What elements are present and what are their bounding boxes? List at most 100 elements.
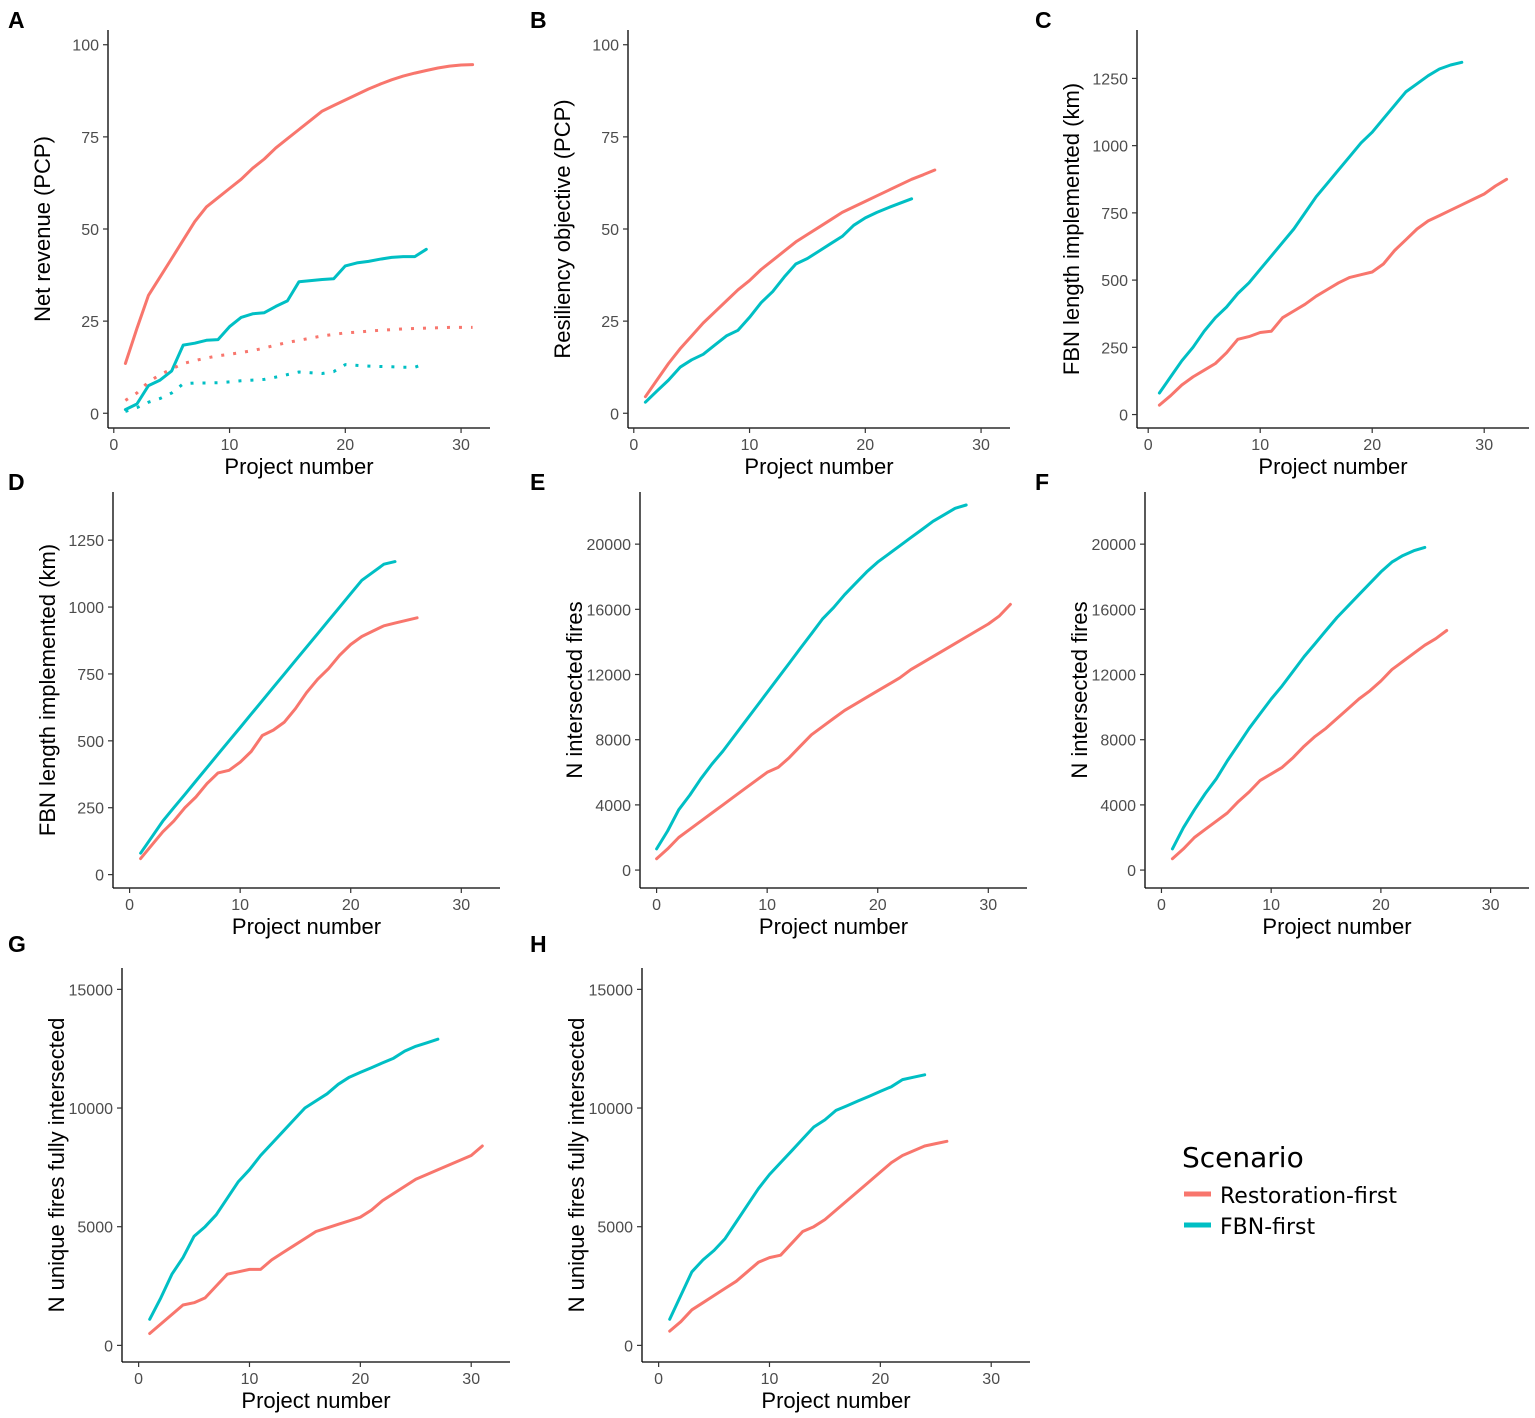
panel-a: 0 25 50 75 100 0 10 20 30 Project number Net reven… bbox=[8, 7, 490, 479]
y-tick-label: 0 bbox=[624, 1338, 633, 1355]
y-tick-label: 1250 bbox=[1092, 71, 1128, 88]
y-axis-label: FBN length implemented (km) bbox=[1059, 83, 1084, 375]
y-tick-label: 0 bbox=[610, 406, 619, 423]
y-tick-label: 250 bbox=[1101, 340, 1128, 357]
y-tick-label: 5000 bbox=[77, 1220, 113, 1237]
y-axis-label: N unique fires fully intersected bbox=[564, 1018, 589, 1313]
legend-label-restoration: Restoration-first bbox=[1220, 1184, 1397, 1209]
y-tick-label: 500 bbox=[77, 734, 104, 751]
panel-label: B bbox=[530, 7, 547, 33]
y-tick-label: 75 bbox=[81, 130, 99, 147]
panel-label: C bbox=[1035, 7, 1052, 33]
series-restoration-line bbox=[1170, 629, 1449, 861]
x-tick-label: 0 bbox=[134, 1371, 143, 1388]
panel-label: F bbox=[1035, 469, 1049, 495]
panel-e: 0 4000 8000 12000 16000 20000 0 10 20 30 Project n… bbox=[530, 469, 1027, 939]
x-axis-label: Project number bbox=[224, 454, 373, 479]
x-tick-label: 20 bbox=[336, 437, 354, 454]
x-axis-label: Project number bbox=[744, 454, 893, 479]
y-axis-label: N intersected fires bbox=[1067, 601, 1092, 778]
y-tick-label: 15000 bbox=[589, 982, 634, 999]
y-tick-label: 12000 bbox=[1092, 668, 1137, 685]
y-tick-label: 100 bbox=[592, 38, 619, 55]
y-tick-label: 12000 bbox=[587, 668, 632, 685]
y-axis-label: N intersected fires bbox=[562, 601, 587, 778]
series-fbn-dotted-line bbox=[124, 362, 427, 413]
x-tick-label: 0 bbox=[109, 437, 118, 454]
y-tick-label: 20000 bbox=[587, 537, 632, 554]
y-tick-label: 50 bbox=[601, 222, 619, 239]
y-tick-label: 1000 bbox=[68, 600, 104, 617]
y-tick-label: 20000 bbox=[1092, 537, 1137, 554]
y-tick-label: 0 bbox=[622, 863, 631, 880]
panel-label: A bbox=[8, 7, 25, 33]
panel-label: D bbox=[8, 469, 25, 495]
x-axis-label: Project number bbox=[759, 914, 908, 939]
y-tick-label: 10000 bbox=[69, 1101, 114, 1118]
x-tick-label: 30 bbox=[982, 1371, 1000, 1388]
y-tick-label: 8000 bbox=[595, 733, 631, 750]
series-fbn-line bbox=[1170, 545, 1427, 851]
y-tick-label: 5000 bbox=[597, 1220, 633, 1237]
series-fbn-line bbox=[655, 503, 968, 851]
x-tick-label: 20 bbox=[1363, 437, 1381, 454]
series-restoration-line bbox=[139, 616, 419, 861]
series-fbn-line bbox=[139, 560, 397, 855]
x-tick-label: 20 bbox=[871, 1371, 889, 1388]
y-axis-label: FBN length implemented (km) bbox=[35, 544, 60, 836]
x-tick-label: 0 bbox=[652, 897, 661, 914]
y-tick-label: 750 bbox=[1101, 206, 1128, 223]
x-axis-label: Project number bbox=[1258, 454, 1407, 479]
series-restoration-line bbox=[148, 1144, 484, 1335]
series-restoration-line bbox=[643, 168, 937, 399]
series-restoration-line bbox=[123, 63, 475, 365]
y-tick-label: 16000 bbox=[1092, 602, 1137, 619]
x-tick-label: 10 bbox=[758, 897, 776, 914]
x-tick-label: 30 bbox=[452, 897, 470, 914]
panel-b: 0 25 50 75 100 0 10 20 30 Project number Resilienc… bbox=[530, 7, 1010, 479]
x-tick-label: 30 bbox=[462, 1371, 480, 1388]
x-tick-label: 30 bbox=[452, 437, 470, 454]
y-tick-label: 4000 bbox=[1100, 798, 1136, 815]
y-tick-label: 0 bbox=[95, 868, 104, 885]
series-fbn-line bbox=[1157, 60, 1464, 395]
y-axis-label: Net revenue (PCP) bbox=[30, 136, 55, 322]
y-tick-label: 16000 bbox=[587, 602, 632, 619]
y-tick-label: 0 bbox=[90, 406, 99, 423]
x-axis-label: Project number bbox=[1262, 914, 1411, 939]
x-tick-label: 20 bbox=[856, 437, 874, 454]
y-tick-label: 25 bbox=[601, 314, 619, 331]
legend-label-fbn: FBN-first bbox=[1220, 1215, 1316, 1240]
series-restoration-dotted-line bbox=[124, 325, 473, 402]
x-tick-label: 10 bbox=[231, 897, 249, 914]
x-tick-label: 30 bbox=[1475, 437, 1493, 454]
x-tick-label: 20 bbox=[351, 1371, 369, 1388]
x-tick-label: 0 bbox=[1144, 437, 1153, 454]
y-tick-label: 4000 bbox=[595, 798, 631, 815]
y-tick-label: 50 bbox=[81, 222, 99, 239]
x-tick-label: 0 bbox=[654, 1371, 663, 1388]
panel-g: 0 5000 10000 15000 0 10 20 30 Project number N un… bbox=[8, 931, 510, 1413]
x-tick-label: 30 bbox=[972, 437, 990, 454]
x-tick-label: 10 bbox=[1262, 897, 1280, 914]
series-restoration-line bbox=[655, 602, 1012, 861]
panel-label: E bbox=[530, 469, 545, 495]
panel-label: H bbox=[530, 931, 547, 957]
y-tick-label: 25 bbox=[81, 314, 99, 331]
x-tick-label: 10 bbox=[761, 1371, 779, 1388]
x-axis-label: Project number bbox=[241, 1388, 390, 1413]
y-tick-label: 8000 bbox=[1100, 733, 1136, 750]
panel-c: 0 250 500 750 1000 1250 0 10 20 30 Project number F… bbox=[1035, 7, 1529, 479]
x-tick-label: 30 bbox=[1482, 897, 1500, 914]
x-tick-label: 0 bbox=[1157, 897, 1166, 914]
x-tick-label: 20 bbox=[342, 897, 360, 914]
series-restoration-line bbox=[668, 1139, 949, 1333]
x-tick-label: 10 bbox=[1251, 437, 1269, 454]
series-fbn-line bbox=[668, 1073, 927, 1321]
x-tick-label: 20 bbox=[869, 897, 887, 914]
panel-d: 0 250 500 750 1000 1250 0 10 20 30 Project number F… bbox=[8, 469, 500, 939]
y-tick-label: 250 bbox=[77, 801, 104, 818]
y-axis-label: Resiliency objective (PCP) bbox=[550, 99, 575, 358]
